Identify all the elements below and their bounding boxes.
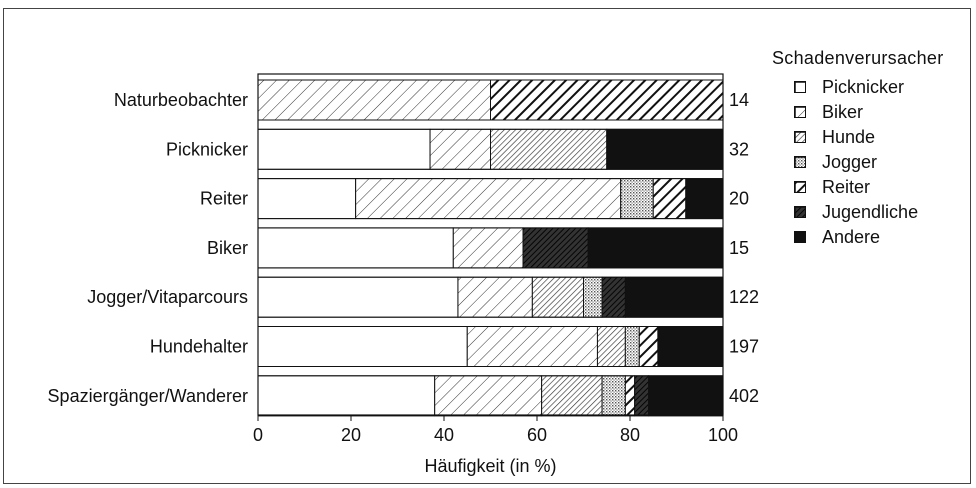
bar-segment (490, 79, 724, 121)
bar-segment (466, 326, 598, 367)
bar-segment (257, 276, 459, 318)
legend-swatch (794, 156, 806, 168)
bar-segment (522, 227, 589, 269)
bar-segment (624, 276, 724, 318)
legend-item: Andere (794, 227, 944, 252)
legend-swatch (794, 81, 806, 93)
legend-item: Jogger (794, 152, 944, 177)
category-label: Picknicker (166, 139, 248, 159)
bar-segment (648, 375, 724, 417)
legend-swatch (794, 106, 806, 118)
x-tick-label: 80 (620, 425, 640, 445)
bar-segment (355, 178, 622, 220)
category-label: Hundehalter (150, 337, 248, 357)
total-label: 15 (729, 238, 749, 258)
legend-label: Reiter (822, 177, 871, 197)
bar-segment (638, 326, 659, 367)
bar-segment (620, 178, 654, 220)
bar-segment (624, 326, 640, 367)
bar-segment (490, 128, 608, 170)
bar-segment (583, 276, 603, 318)
legend-swatch (794, 131, 806, 143)
legend: Schadenverursacher Picknicker Biker Hunde J… (772, 48, 944, 252)
legend-item: Reiter (794, 177, 944, 202)
x-axis-label: Häufigkeit (in %) (424, 456, 556, 476)
bar-segment (257, 375, 436, 417)
legend-label: Hunde (822, 127, 876, 147)
bar-segment (257, 128, 431, 170)
bar-segment (601, 375, 626, 417)
bar-segment (434, 375, 543, 417)
bar-segment (685, 178, 724, 220)
category-label: Jogger/Vitaparcours (87, 287, 248, 307)
legend-label: Biker (822, 102, 864, 122)
x-tick-label: 20 (341, 425, 361, 445)
category-label: Spaziergänger/Wanderer (48, 386, 248, 406)
total-label: 122 (729, 287, 759, 307)
category-label: Reiter (200, 189, 248, 209)
x-tick-label: 0 (253, 425, 263, 445)
legend-item: Biker (794, 102, 944, 127)
legend-swatch (794, 206, 806, 218)
legend-swatch (794, 181, 806, 193)
total-label: 32 (729, 139, 749, 159)
bar-segment (257, 79, 491, 121)
total-label: 20 (729, 189, 749, 209)
category-label: Biker (207, 238, 248, 258)
legend-label: Jugendliche (822, 202, 919, 222)
legend-label: Picknicker (822, 77, 905, 97)
bar-segment (652, 178, 687, 220)
x-tick-label: 100 (708, 425, 738, 445)
legend-swatch (794, 231, 806, 243)
legend-label: Jogger (822, 152, 878, 172)
bar-segment (257, 178, 357, 220)
legend-item: Jugendliche (794, 202, 944, 227)
bar-segment (587, 227, 724, 269)
legend-label: Andere (822, 227, 881, 247)
bar-segment (624, 375, 636, 417)
x-tick-label: 40 (434, 425, 454, 445)
bar-segment (596, 326, 626, 367)
bar-segment (452, 227, 524, 269)
bar-segment (257, 326, 468, 367)
plot-frame (257, 73, 724, 416)
legend-title: Schadenverursacher (772, 48, 944, 68)
legend-item: Picknicker (794, 77, 944, 102)
category-label: Naturbeobachter (114, 90, 248, 110)
bar-segment (541, 375, 603, 417)
x-tick-label: 60 (527, 425, 547, 445)
bar-segment (257, 227, 454, 269)
total-label: 14 (729, 90, 749, 110)
total-label: 402 (729, 386, 759, 406)
total-label: 197 (729, 337, 759, 357)
bar-segment (429, 128, 491, 170)
bar-segment (634, 375, 650, 417)
bar-segment (657, 326, 724, 367)
bar-segment (606, 128, 724, 170)
bar-segment (531, 276, 584, 318)
legend-item: Hunde (794, 127, 944, 152)
bar-segment (457, 276, 533, 318)
bar-segment (601, 276, 626, 318)
